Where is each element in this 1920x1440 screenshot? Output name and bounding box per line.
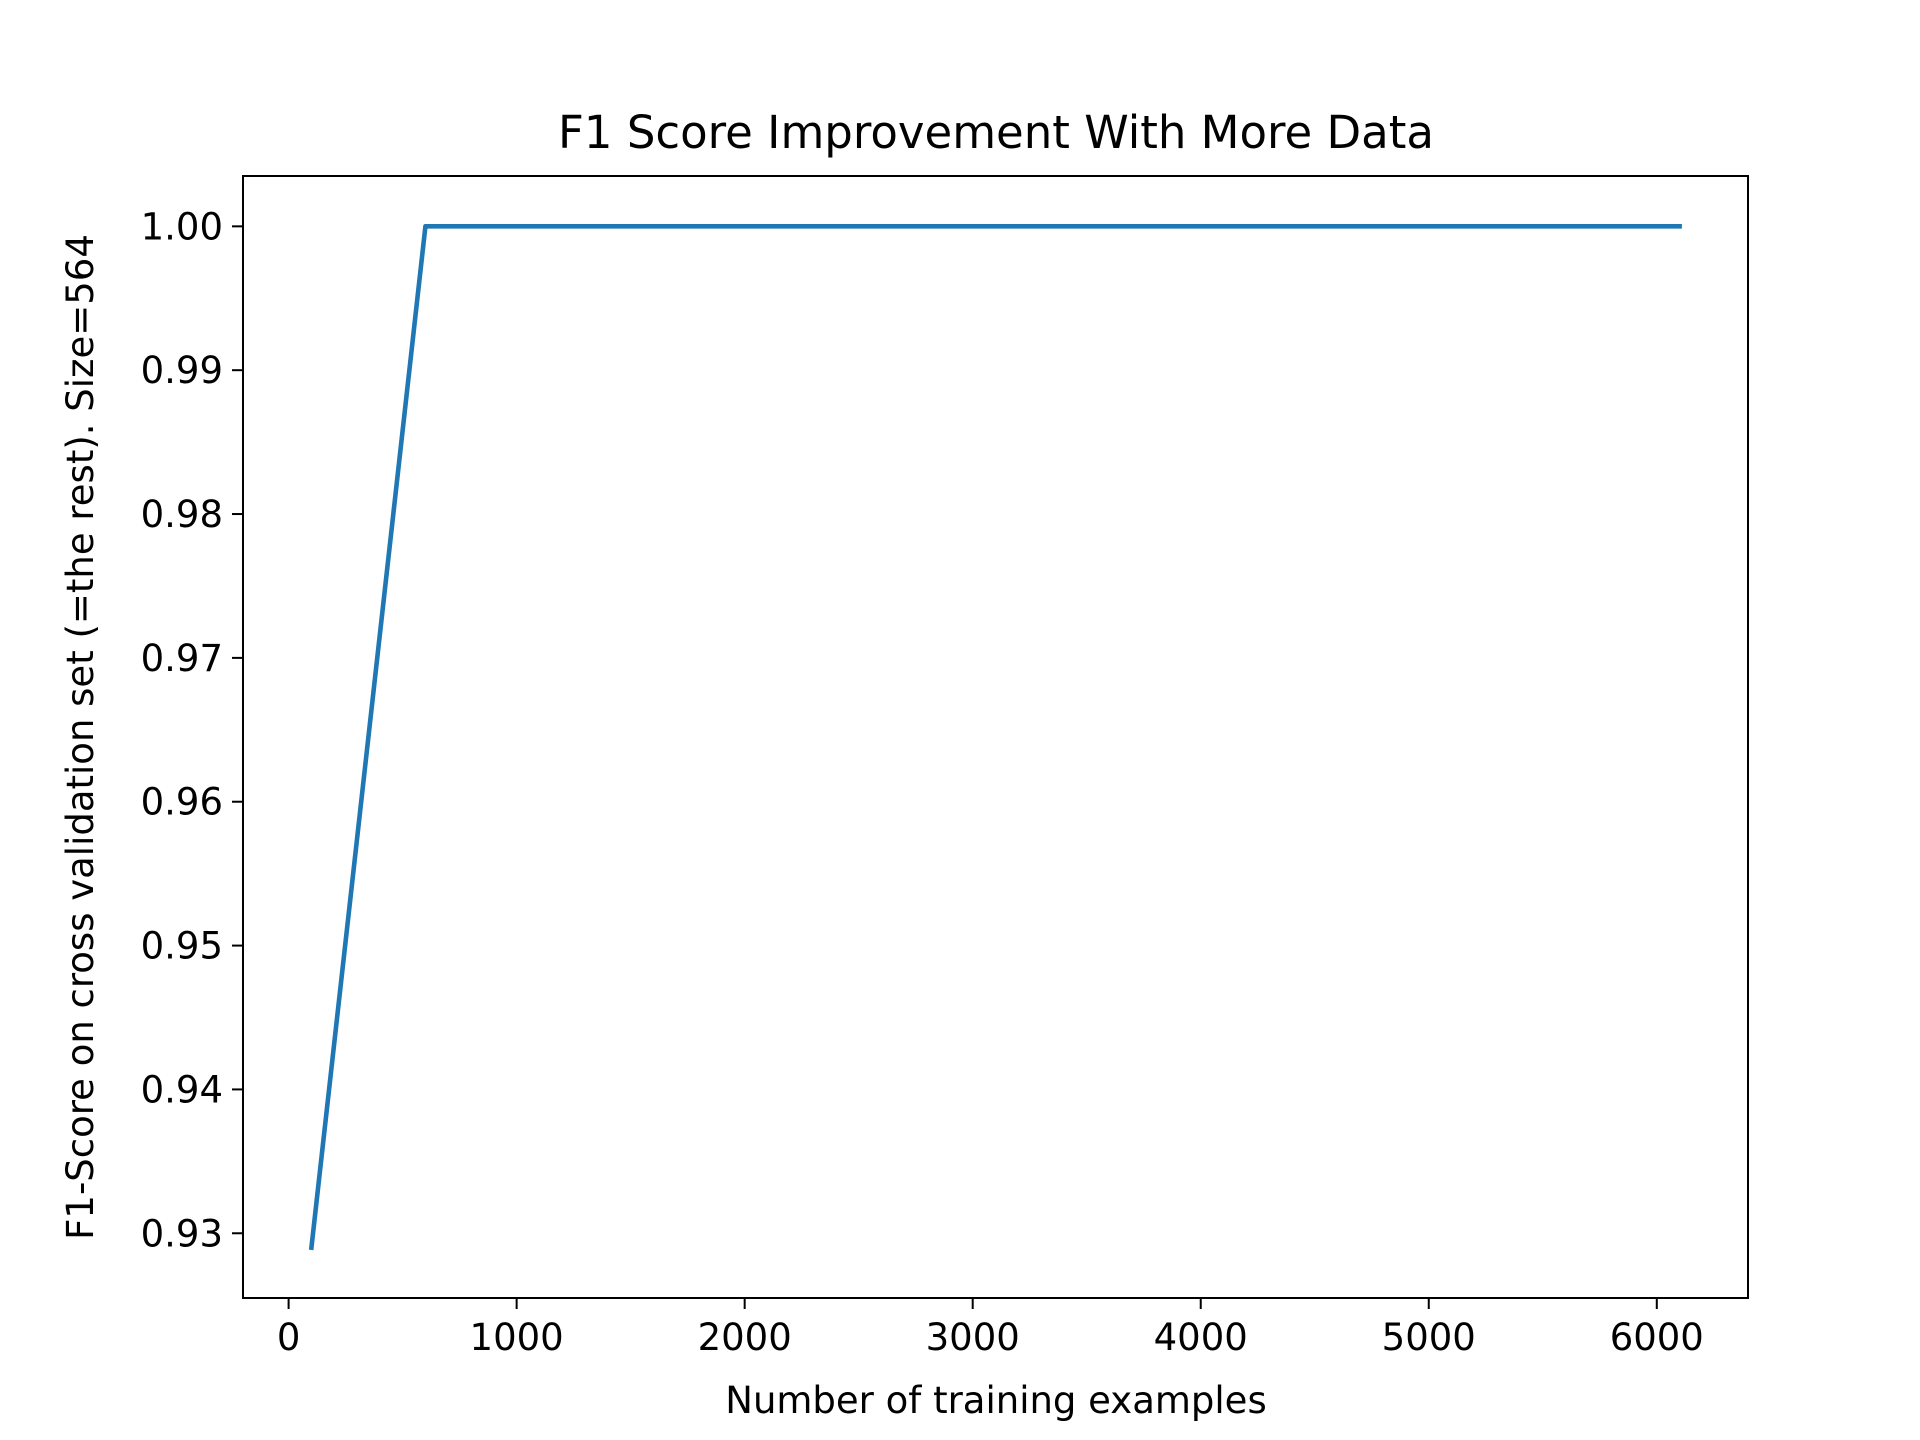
y-tick-label: 0.95 [141, 925, 223, 968]
x-tick-label: 4000 [1154, 1316, 1248, 1359]
x-tick-label: 1000 [470, 1316, 564, 1359]
y-axis-ticks: 0.93 0.94 0.95 0.96 0.97 0.98 0.99 1.00 [141, 205, 243, 1255]
x-tick-label: 6000 [1610, 1316, 1704, 1359]
x-axis-ticks: 0 1000 2000 3000 4000 5000 6000 [277, 1298, 1704, 1359]
x-tick-label: 2000 [698, 1316, 792, 1359]
y-tick-label: 0.98 [141, 493, 223, 536]
x-tick-label: 5000 [1382, 1316, 1476, 1359]
y-axis-label: F1-Score on cross validation set (=the r… [59, 234, 102, 1240]
series-layer [308, 224, 1682, 1251]
x-axis-label: Number of training examples [725, 1379, 1266, 1422]
y-tick-label: 0.97 [141, 637, 223, 680]
y-tick-label: 1.00 [141, 205, 223, 248]
x-tick-label: 0 [277, 1316, 301, 1359]
y-tick-label: 0.96 [141, 781, 223, 824]
y-tick-label: 0.93 [141, 1212, 223, 1255]
x-tick-label: 3000 [926, 1316, 1020, 1359]
y-tick-label: 0.99 [141, 349, 223, 392]
plot-frame [242, 175, 1749, 1299]
series-line-0 [308, 224, 1682, 1251]
chart-title: F1 Score Improvement With More Data [558, 106, 1434, 159]
y-tick-label: 0.94 [141, 1068, 223, 1111]
